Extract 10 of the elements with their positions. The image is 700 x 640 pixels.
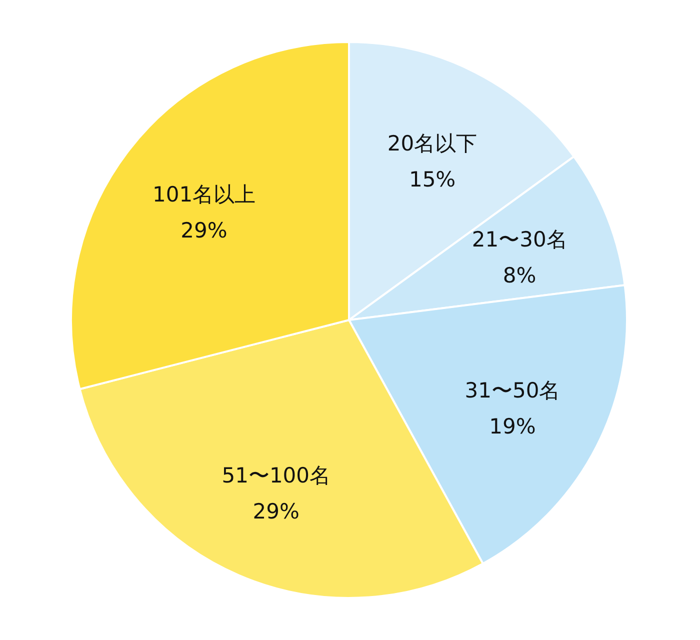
slice-label: 21〜30名: [472, 227, 568, 252]
data-label: 19%: [489, 414, 536, 438]
slice-label: 101名以上: [152, 182, 256, 207]
slice-label: 31〜50名: [464, 378, 560, 402]
data-label: 8%: [502, 263, 536, 288]
data-label: 15%: [408, 168, 456, 192]
slice-label: 51〜100名: [222, 463, 331, 488]
data-label: 29%: [252, 499, 300, 524]
slice-label: 20名以下: [387, 132, 478, 156]
data-label: 29%: [180, 218, 228, 243]
